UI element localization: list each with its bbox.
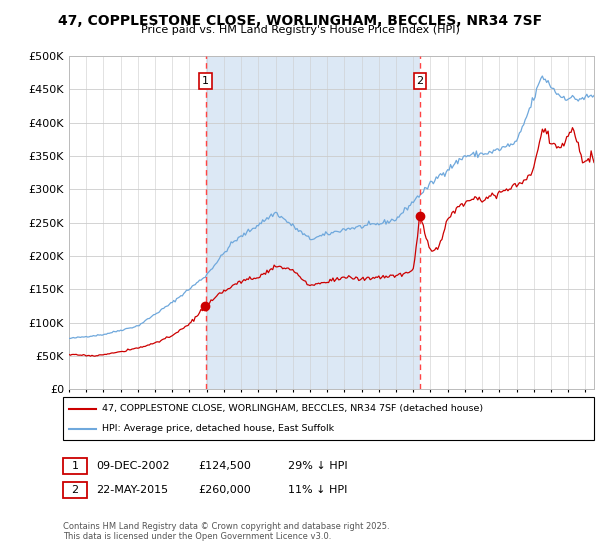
Text: 1: 1 (71, 461, 79, 471)
Text: Contains HM Land Registry data © Crown copyright and database right 2025.
This d: Contains HM Land Registry data © Crown c… (63, 522, 389, 542)
Text: £124,500: £124,500 (198, 461, 251, 471)
Text: £260,000: £260,000 (198, 485, 251, 495)
Text: 09-DEC-2002: 09-DEC-2002 (96, 461, 170, 471)
Text: 11% ↓ HPI: 11% ↓ HPI (288, 485, 347, 495)
Text: 47, COPPLESTONE CLOSE, WORLINGHAM, BECCLES, NR34 7SF (detached house): 47, COPPLESTONE CLOSE, WORLINGHAM, BECCL… (102, 404, 483, 413)
Text: 22-MAY-2015: 22-MAY-2015 (96, 485, 168, 495)
Text: HPI: Average price, detached house, East Suffolk: HPI: Average price, detached house, East… (102, 424, 334, 433)
Text: 2: 2 (416, 76, 424, 86)
Text: 2: 2 (71, 485, 79, 495)
Bar (206, 56, 420, 389)
Text: 1: 1 (202, 76, 209, 86)
Text: 47, COPPLESTONE CLOSE, WORLINGHAM, BECCLES, NR34 7SF: 47, COPPLESTONE CLOSE, WORLINGHAM, BECCL… (58, 14, 542, 28)
Text: 29% ↓ HPI: 29% ↓ HPI (288, 461, 347, 471)
Text: Price paid vs. HM Land Registry's House Price Index (HPI): Price paid vs. HM Land Registry's House … (140, 25, 460, 35)
